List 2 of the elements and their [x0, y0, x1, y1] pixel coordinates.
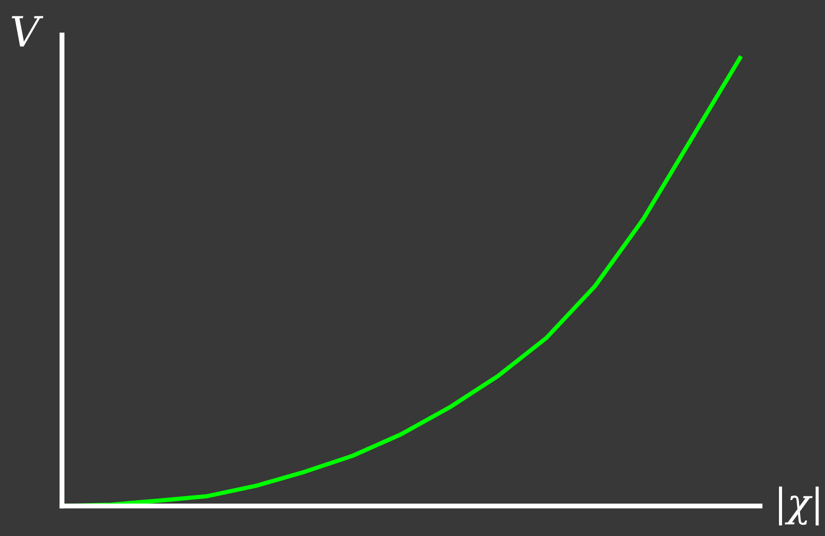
x-axis-title: |χ|	[778, 486, 819, 526]
y-axis-title: V	[12, 16, 44, 46]
